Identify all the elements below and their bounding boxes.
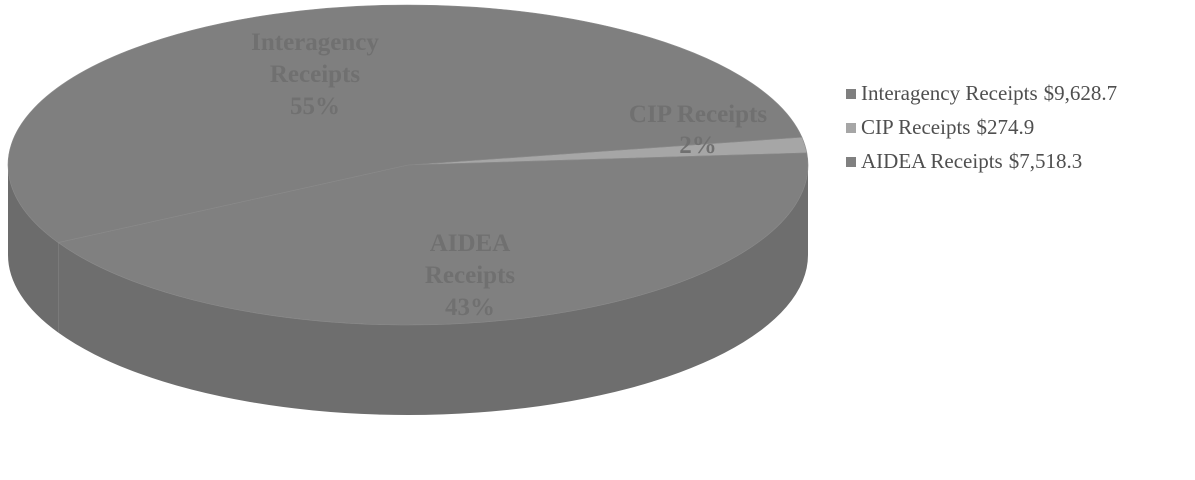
legend-swatch-aidea [846, 156, 856, 167]
legend-value-cip: $274.9 [976, 115, 1035, 139]
legend: Interagency Receipts $9,628.7 CIP Receipt… [846, 80, 1117, 182]
legend-label-interagency: Interagency Receipts [861, 81, 1038, 105]
legend-label-aidea: AIDEA Receipts [861, 149, 1003, 173]
legend-swatch-cip [846, 122, 856, 133]
legend-value-aidea: $7,518.3 [1008, 149, 1083, 173]
legend-item-aidea: AIDEA Receipts $7,518.3 [846, 148, 1117, 175]
pie-data-labels: Interagency Receipts 55% CIP Receipts 2% AIDE… [251, 29, 767, 321]
data-label-interagency-line-0: Interagency [251, 29, 379, 56]
data-label-cip-line-1: 2% [679, 132, 717, 159]
data-label-cip-line-0: CIP Receipts [629, 101, 767, 128]
legend-item-interagency: Interagency Receipts $9,628.7 [846, 80, 1117, 107]
pie-slices [7, 4, 809, 326]
data-label-interagency: Interagency Receipts 55% [251, 29, 379, 120]
pie-sides [8, 165, 808, 416]
data-label-aidea-line-1: Receipts [425, 262, 516, 289]
data-label-aidea-line-2: 43% [445, 294, 495, 321]
pie-side-interagency [8, 165, 59, 333]
data-label-aidea: AIDEA Receipts 43% [425, 230, 516, 321]
data-label-interagency-line-1: Receipts [270, 61, 361, 88]
legend-swatch-interagency [846, 88, 856, 99]
pie-slice-aidea [57, 152, 809, 326]
pie-slice-interagency [7, 4, 803, 243]
data-label-interagency-line-2: 55% [290, 93, 340, 120]
pie-side-aidea [58, 165, 808, 416]
legend-item-cip: CIP Receipts $274.9 [846, 114, 1117, 141]
data-label-aidea-line-0: AIDEA [430, 230, 511, 257]
legend-label-cip: CIP Receipts [861, 115, 971, 139]
data-label-cip: CIP Receipts 2% [629, 101, 767, 159]
legend-value-interagency: $9,628.7 [1043, 81, 1118, 105]
